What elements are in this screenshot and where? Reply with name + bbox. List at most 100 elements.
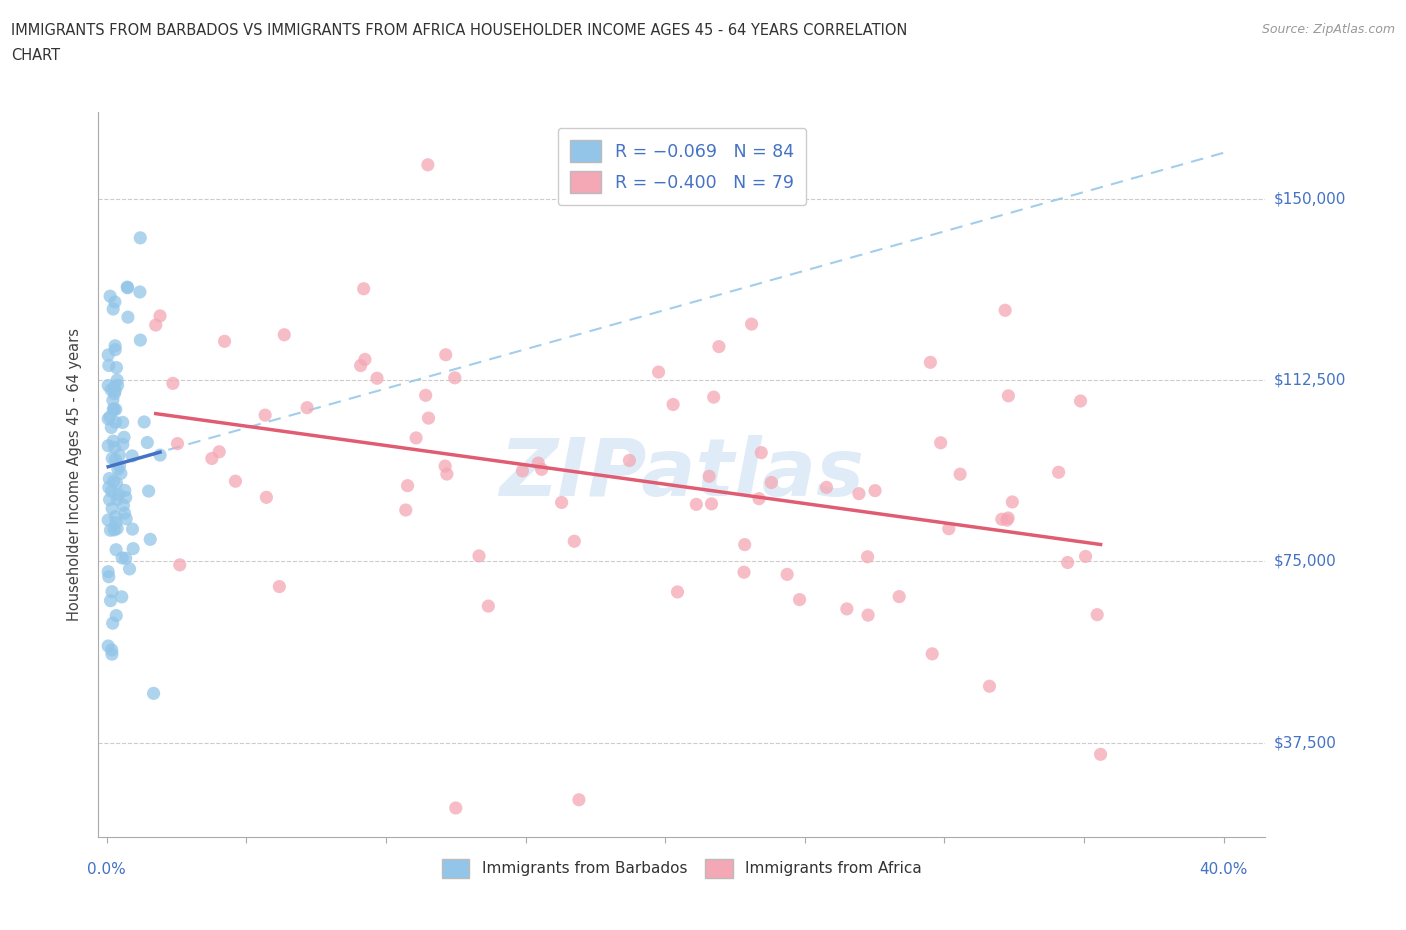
Point (101, 501, 124, 516)
Point (269, 579, 291, 594)
Point (136, 435, 159, 450)
Point (1070, 393, 1092, 408)
Point (103, 523, 125, 538)
Point (697, 469, 720, 484)
Text: $75,000: $75,000 (1274, 554, 1337, 569)
Point (101, 392, 124, 407)
Point (994, 303, 1017, 318)
Point (97, 411, 120, 426)
Point (105, 608, 128, 623)
Point (114, 506, 136, 521)
Point (761, 475, 783, 490)
Point (741, 316, 763, 331)
Point (97, 358, 120, 373)
Point (98, 409, 121, 424)
Point (273, 327, 295, 342)
Point (97, 639, 120, 654)
Point (121, 448, 143, 463)
Point (97, 348, 120, 363)
Point (117, 280, 139, 295)
Point (105, 373, 128, 388)
Point (104, 339, 127, 353)
Point (214, 334, 236, 349)
Point (100, 593, 122, 608)
Point (527, 456, 550, 471)
Point (112, 430, 135, 445)
Point (101, 584, 124, 599)
Point (108, 447, 131, 462)
Point (1001, 495, 1024, 510)
Point (101, 646, 124, 661)
Text: $112,500: $112,500 (1274, 373, 1346, 388)
Point (1056, 555, 1078, 570)
Point (353, 281, 375, 296)
Point (112, 498, 135, 512)
Point (1085, 607, 1108, 622)
Point (104, 509, 127, 524)
Point (991, 512, 1014, 526)
Point (749, 445, 772, 460)
Point (110, 466, 132, 481)
Text: ZIPatlas: ZIPatlas (499, 435, 865, 513)
Point (97, 569, 120, 584)
Point (97, 438, 120, 453)
Point (104, 515, 127, 530)
Point (685, 497, 707, 512)
Point (1047, 465, 1070, 480)
Point (889, 590, 911, 604)
Point (103, 433, 125, 448)
Point (122, 541, 145, 556)
Point (920, 355, 942, 370)
Point (98, 492, 121, 507)
Text: CHART: CHART (11, 48, 60, 63)
Point (100, 523, 122, 538)
Point (395, 502, 418, 517)
Point (97, 565, 120, 579)
Point (848, 486, 870, 501)
Text: IMMIGRANTS FROM BARBADOS VS IMMIGRANTS FROM AFRICA HOUSEHOLDER INCOME AGES 45 - : IMMIGRANTS FROM BARBADOS VS IMMIGRANTS F… (11, 23, 908, 38)
Point (107, 487, 129, 502)
Point (354, 352, 377, 367)
Point (815, 480, 838, 495)
Point (444, 801, 467, 816)
Point (647, 365, 669, 379)
Point (114, 551, 136, 565)
Text: 40.0%: 40.0% (1199, 862, 1247, 877)
Point (512, 463, 534, 478)
Point (938, 522, 960, 537)
Point (434, 458, 457, 473)
Point (103, 440, 125, 455)
Point (134, 415, 156, 430)
Point (748, 491, 770, 506)
Point (101, 616, 124, 631)
Point (105, 360, 128, 375)
Point (98, 288, 121, 303)
Text: Source: ZipAtlas.com: Source: ZipAtlas.com (1261, 23, 1395, 36)
Point (201, 451, 224, 466)
Point (166, 436, 188, 451)
Point (349, 358, 371, 373)
Point (105, 521, 128, 536)
Point (104, 295, 127, 310)
Point (105, 475, 128, 490)
Point (1074, 549, 1097, 564)
Point (997, 389, 1019, 404)
Point (418, 411, 440, 426)
Point (416, 157, 439, 172)
Point (129, 231, 152, 246)
Point (107, 378, 129, 392)
Point (111, 590, 134, 604)
Point (138, 484, 160, 498)
Point (562, 534, 585, 549)
Legend: Immigrants from Barbados, Immigrants from Africa: Immigrants from Barbados, Immigrants fro… (436, 853, 928, 884)
Point (835, 602, 858, 617)
Point (169, 557, 191, 572)
Point (129, 333, 152, 348)
Point (103, 402, 125, 417)
Y-axis label: Householder Income Ages 45 - 64 years: Householder Income Ages 45 - 64 years (67, 327, 83, 621)
Point (436, 467, 458, 482)
Text: $150,000: $150,000 (1274, 192, 1346, 206)
Point (100, 382, 122, 397)
Point (139, 532, 162, 547)
Point (114, 483, 136, 498)
